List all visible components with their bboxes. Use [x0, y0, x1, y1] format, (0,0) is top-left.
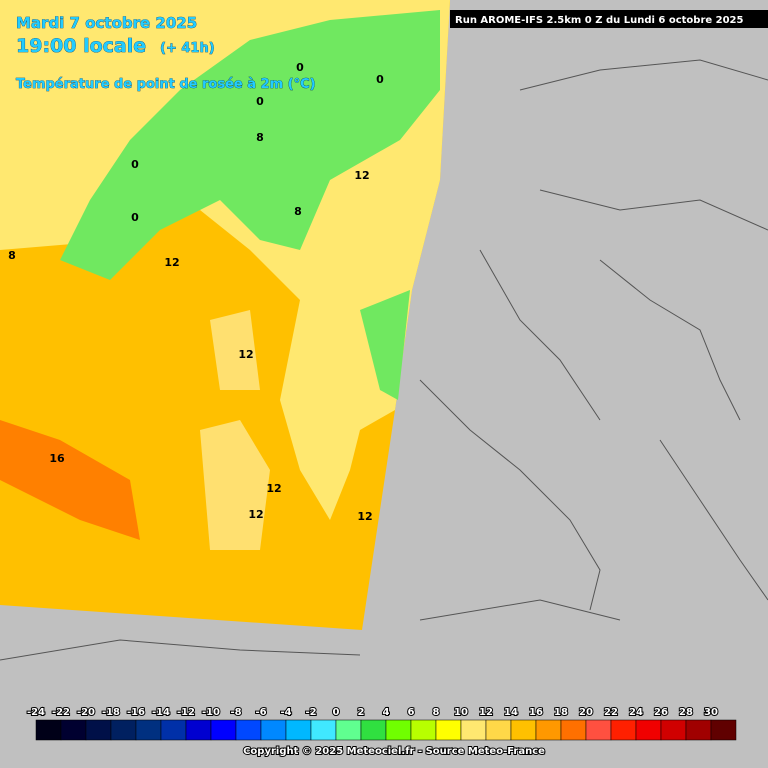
legend-tick: -22 [52, 707, 70, 718]
legend-swatch [460, 719, 487, 741]
legend-swatch [360, 719, 387, 741]
legend-tick: 28 [679, 707, 693, 718]
legend-tick: -10 [202, 707, 220, 718]
legend-tick: 2 [358, 707, 365, 718]
legend-swatch [710, 719, 737, 741]
legend-swatch [610, 719, 637, 741]
legend-swatch [485, 719, 512, 741]
header: Mardi 7 octobre 2025 19:00 locale (+ 41h… [16, 14, 316, 93]
legend-tick: 12 [479, 707, 493, 718]
date: Mardi 7 octobre 2025 [16, 14, 197, 32]
legend-tick: 20 [579, 707, 593, 718]
legend-swatch [685, 719, 712, 741]
legend-tick: 4 [383, 707, 390, 718]
run-label: Run AROME-IFS 2.5km 0 Z du Lundi 6 octob… [455, 15, 744, 26]
legend-swatch [535, 719, 562, 741]
legend-tick: 8 [433, 707, 440, 718]
legend-swatch [510, 719, 537, 741]
legend-swatch [410, 719, 437, 741]
legend-swatch [235, 719, 262, 741]
variable: Température de point de rosée à 2m (°C) [16, 77, 316, 92]
contour-label: 0 [131, 211, 139, 224]
legend-tick: 30 [704, 707, 718, 718]
legend-swatch [160, 719, 187, 741]
contour-label: 0 [131, 158, 139, 171]
contour-label: 12 [357, 510, 372, 523]
legend-swatch [435, 719, 462, 741]
legend-tick: 16 [529, 707, 543, 718]
legend-tick: 10 [454, 707, 468, 718]
dewpoint-zone-2b [360, 290, 410, 400]
legend-tick: 6 [408, 707, 415, 718]
legend-tick: -24 [27, 707, 45, 718]
legend-swatch [635, 719, 662, 741]
legend-tick: -8 [230, 707, 241, 718]
legend-tick: -2 [305, 707, 316, 718]
islands [200, 310, 270, 550]
legend-swatch [135, 719, 162, 741]
legend-swatch [260, 719, 287, 741]
contour-label: 0 [376, 73, 384, 86]
legend-tick: 18 [554, 707, 568, 718]
contour-label: 8 [256, 131, 264, 144]
legend-swatch [585, 719, 612, 741]
legend-swatch [185, 719, 212, 741]
contour-label: 12 [354, 169, 369, 182]
legend-swatch [35, 719, 62, 741]
legend-tick: -12 [177, 707, 195, 718]
legend-swatch [335, 719, 362, 741]
legend-tick: 26 [654, 707, 668, 718]
legend-tick: 0 [333, 707, 340, 718]
copyright: Copyright © 2025 Meteociel.fr - Source M… [243, 746, 545, 757]
legend-tick: 14 [504, 707, 518, 718]
dewpoint-zone-2 [60, 10, 440, 280]
legend-swatch [560, 719, 587, 741]
legend-tick: -16 [127, 707, 145, 718]
contour-label: 16 [49, 452, 65, 465]
legend-swatch [385, 719, 412, 741]
contour-label: 8 [294, 205, 302, 218]
legend-tick: -4 [280, 707, 291, 718]
contour-label: 0 [256, 95, 264, 108]
lead: (+ 41h) [160, 41, 215, 56]
contour-label: 12 [248, 508, 263, 521]
legend-tick: -6 [255, 707, 266, 718]
legend-tick: -18 [102, 707, 120, 718]
legend: -24 -22 -20 -18 -16 -14 -12 -10 -8 -6 -4 -2 0 2 4 6 8 10 1… [26, 706, 737, 741]
legend-swatch [60, 719, 87, 741]
legend-swatch [285, 719, 312, 741]
dewpoint-zone-16 [0, 420, 140, 540]
legend-tick: -14 [152, 707, 170, 718]
legend-tick: 24 [629, 707, 643, 718]
contour-label: 8 [8, 249, 16, 262]
contour-label: 12 [238, 348, 253, 361]
borders [0, 59, 768, 661]
contour-label: 0 [296, 61, 304, 74]
contour-label: 12 [164, 256, 179, 269]
legend-swatch [660, 719, 687, 741]
time: 19:00 locale [16, 35, 146, 57]
legend-swatch [85, 719, 112, 741]
legend-swatch [310, 719, 337, 741]
legend-swatch [210, 719, 237, 741]
legend-swatch [110, 719, 137, 741]
legend-tick: -20 [77, 707, 95, 718]
legend-tick: 22 [604, 707, 618, 718]
run-box [450, 10, 768, 28]
contour-label: 12 [266, 482, 281, 495]
